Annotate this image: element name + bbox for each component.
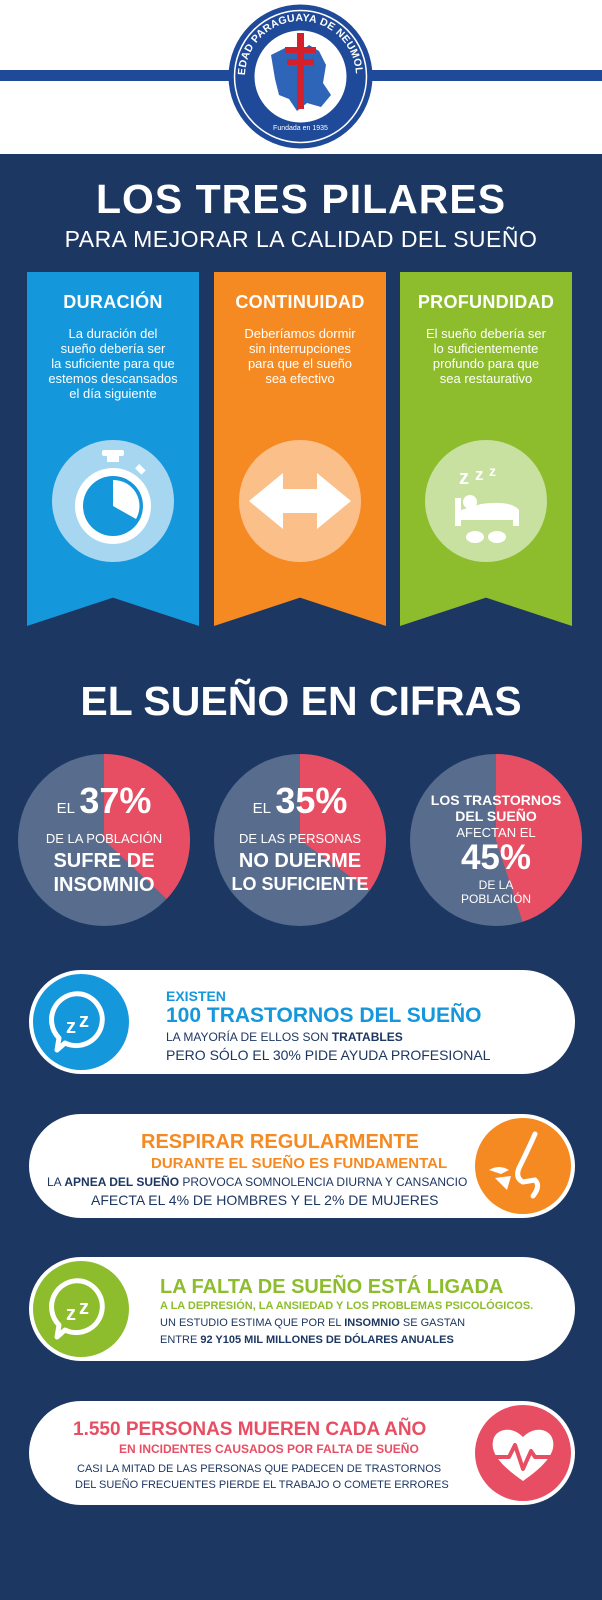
heart-pulse-icon [475, 1405, 571, 1501]
main-panel: LOS TRES PILARES PARA MEJORAR LA CALIDAD… [0, 154, 602, 1600]
pillar-line: la suficiente para que [51, 356, 175, 371]
stat-line: LOS TRASTORNOS [430, 792, 562, 808]
svg-text:z: z [459, 467, 469, 489]
pillar-title: CONTINUIDAD [235, 292, 365, 312]
card-heading: LA FALTA DE SUEÑO ESTÁ LIGADA [160, 1276, 504, 1298]
chat-zz-icon: z z [33, 1261, 129, 1357]
pillar-line: sueño debería ser [60, 341, 166, 356]
card-line: EN INCIDENTES CAUSADOS POR FALTA DE SUEÑ… [119, 1442, 419, 1456]
svg-text:z: z [79, 1010, 89, 1032]
card-line: LA APNEA DEL SUEÑO PROVOCA SOMNOLENCIA D… [47, 1175, 467, 1189]
stat-line: DE LAS PERSONAS [238, 831, 362, 846]
pillar-description: Deberíamos dormir sin interrupciones par… [224, 326, 376, 386]
svg-text:z: z [79, 1297, 89, 1319]
pillar-description: La duración del sueño debería ser la suf… [37, 326, 189, 401]
pie-slice [300, 754, 386, 891]
card-line: AFECTA EL 4% DE HOMBRES Y EL 2% DE MUJER… [91, 1192, 439, 1208]
pillar-title: DURACIÓN [63, 292, 163, 312]
pillar-profundidad: PROFUNDIDAD El sueño debería ser lo sufi… [400, 272, 572, 626]
stat-prefix: EL [56, 800, 75, 817]
card-line: ENTRE 92 Y105 MIL MILLONES DE DÓLARES AN… [160, 1334, 454, 1346]
card-line: EXISTEN [166, 988, 226, 1004]
card-heading: RESPIRAR REGULARMENTE [141, 1131, 419, 1153]
card-text: PROVOCA SOMNOLENCIA DIURNA Y CANSANCIO [179, 1175, 468, 1189]
pillar-continuidad: CONTINUIDAD Deberíamos dormir sin interr… [214, 272, 386, 626]
card-line: PERO SÓLO EL 30% PIDE AYUDA PROFESIONAL [166, 1047, 491, 1063]
svg-text:z: z [66, 1016, 76, 1038]
pillar-line: El sueño debería ser [426, 326, 546, 341]
pillar-title: PROFUNDIDAD [417, 292, 555, 312]
pillar-line: sin interrupciones [249, 341, 351, 356]
pillar-line: profundo para que [432, 356, 540, 371]
stat-no-duerme: EL 35% DE LAS PERSONAS NO DUERME LO SUFI… [214, 754, 386, 926]
pie-slice [496, 754, 582, 922]
card-heading: 100 TRASTORNOS DEL SUEÑO [166, 1004, 482, 1027]
card-text-bold: TRATABLES [331, 1030, 403, 1044]
pie-slice [104, 754, 190, 899]
stat-insomnio: EL 37% DE LA POBLACIÓN SUFRE DE INSOMNIO [18, 754, 190, 926]
card-text: ENTRE [160, 1334, 201, 1346]
stat-headline: EL 37% [18, 780, 190, 822]
pillar-line: sea restaurativo [439, 371, 533, 386]
stat-line: NO DUERME [238, 850, 362, 872]
stat-percent: 37% [79, 780, 152, 821]
nose-breathing-icon [475, 1118, 571, 1214]
logo-founded: Fundada en 1935 [273, 125, 328, 132]
stat-percent: 45% [460, 838, 532, 877]
card-text: UN ESTUDIO ESTIMA QUE POR EL [160, 1317, 345, 1329]
pillar-line: para que el sueño [247, 356, 353, 371]
pillar-line: el día siguiente [69, 386, 157, 401]
card-text-bold: 92 Y105 MIL MILLONES DE DÓLARES ANUALES [200, 1334, 454, 1346]
card-line: A LA DEPRESIÓN, LA ANSIEDAD Y LOS PROBLE… [160, 1300, 534, 1312]
card-muertes: 1.550 PERSONAS MUEREN CADA AÑO EN INCIDE… [29, 1401, 575, 1505]
stat-line: DE LA POBLACIÓN [45, 831, 163, 846]
cifras-title: EL SUEÑO EN CIFRAS [80, 678, 522, 724]
stat-line: INSOMNIO [53, 874, 155, 896]
chat-zz-icon: z z [33, 974, 129, 1070]
stat-trastornos: LOS TRASTORNOS DEL SUEÑO AFECTAN EL 45% … [410, 754, 582, 926]
society-logo: SOCIEDAD PARAGUAYA DE NEUMOLOGÍA Fundada… [227, 3, 373, 149]
page-title: LOS TRES PILARES [95, 176, 507, 222]
card-line: CASI LA MITAD DE LAS PERSONAS QUE PADECE… [77, 1463, 442, 1475]
stat-prefix: EL [252, 800, 271, 817]
pillar-line: sea efectivo [265, 371, 335, 386]
stat-headline: EL 35% [214, 780, 386, 822]
stopwatch-icon [52, 440, 174, 562]
svg-text:z: z [66, 1303, 76, 1325]
cross-icon [285, 33, 316, 109]
pillar-duracion: DURACIÓN La duración del sueño debería s… [27, 272, 199, 626]
double-arrow-icon [239, 440, 361, 562]
stat-line: AFECTAN EL [456, 825, 536, 840]
pillar-line: lo suficientemente [433, 341, 539, 356]
stat-line: DEL SUEÑO [455, 808, 537, 824]
card-text: LA MAYORÍA DE ELLOS SON [166, 1030, 332, 1044]
header: SOCIEDAD PARAGUAYA DE NEUMOLOGÍA Fundada… [0, 0, 602, 154]
pillar-line: estemos descansados [48, 371, 178, 386]
card-text: SE GASTAN [399, 1317, 466, 1329]
card-falta-sueno: z z LA FALTA DE SUEÑO ESTÁ LIGADA A LA D… [29, 1257, 575, 1361]
card-text-bold: INSOMNIO [344, 1317, 400, 1329]
pillar-description: El sueño debería ser lo suficientemente … [410, 326, 562, 386]
stat-percent: 35% [275, 780, 348, 821]
pillar-line: La duración del [68, 326, 158, 341]
pillar-line: Deberíamos dormir [244, 326, 356, 341]
stat-line: LO SUFICIENTE [231, 874, 369, 894]
card-text-bold: APNEA DEL SUEÑO [64, 1175, 180, 1189]
card-line: DURANTE EL SUEÑO ES FUNDAMENTAL [151, 1155, 448, 1172]
stat-line: DE LA [478, 878, 514, 892]
sleeping-bed-icon: z z z [425, 440, 547, 562]
stat-line: SUFRE DE [53, 850, 155, 872]
card-line: LA MAYORÍA DE ELLOS SON TRATABLES [166, 1030, 403, 1044]
card-line: DEL SUEÑO FRECUENTES PIERDE EL TRABAJO O… [75, 1479, 449, 1491]
svg-text:z: z [475, 465, 484, 484]
svg-text:z: z [489, 463, 496, 479]
card-text: LA [47, 1175, 65, 1189]
page-subtitle: PARA MEJORAR LA CALIDAD DEL SUEÑO [64, 226, 538, 252]
card-line: UN ESTUDIO ESTIMA QUE POR EL INSOMNIO SE… [160, 1317, 465, 1329]
card-heading: 1.550 PERSONAS MUEREN CADA AÑO [73, 1419, 427, 1440]
card-trastornos: z z EXISTEN 100 TRASTORNOS DEL SUEÑO LA … [29, 970, 575, 1074]
stat-line: POBLACIÓN [460, 892, 532, 906]
card-respirar: RESPIRAR REGULARMENTE DURANTE EL SUEÑO E… [29, 1114, 575, 1218]
